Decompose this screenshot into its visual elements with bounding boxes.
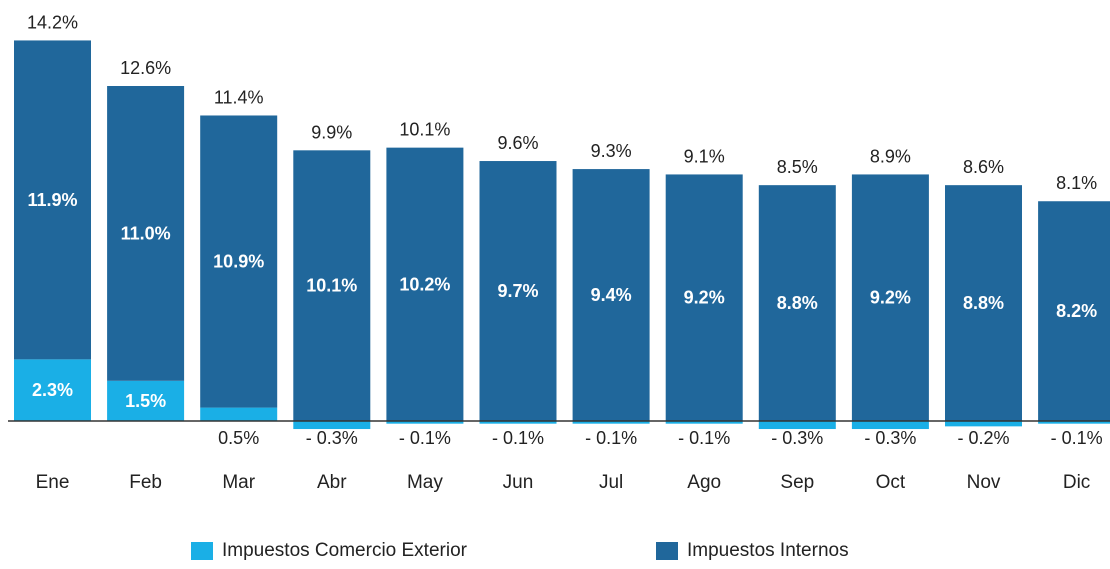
legend-label-internos: Impuestos Internos — [687, 540, 849, 561]
stacked-bar-chart: 14.2% 11.9% 2.3% Ene 12.6% 11.0% 1.5% Feb 11.4% 1… — [8, 12, 1110, 493]
segment-label-internos: 8.8% — [777, 293, 818, 313]
category-label: Sep — [780, 472, 814, 493]
total-label: 8.5% — [777, 157, 818, 177]
legend-swatch-internos — [656, 542, 678, 560]
bar-comercio-exterior — [665, 421, 743, 424]
legend-label-comercio-exterior: Impuestos Comercio Exterior — [222, 540, 467, 561]
total-label: 8.9% — [870, 146, 911, 166]
segment-label-internos: 9.2% — [684, 288, 725, 308]
total-label: 14.2% — [27, 12, 78, 32]
segment-label-comercio-exterior: - 0.1% — [492, 428, 544, 448]
segment-label-internos: 10.2% — [399, 274, 450, 294]
bar-comercio-exterior — [479, 421, 557, 424]
segment-label-comercio-exterior: - 0.2% — [957, 428, 1009, 448]
category-label: Nov — [967, 472, 1001, 493]
bar-comercio-exterior — [758, 421, 836, 430]
segment-label-internos: 9.4% — [591, 285, 632, 305]
bar-impuestos-internos — [851, 174, 929, 421]
category-label: Jun — [503, 472, 534, 493]
segment-label-comercio-exterior: 1.5% — [125, 391, 166, 411]
bar-impuestos-internos — [572, 169, 650, 421]
segment-label-comercio-exterior: 2.3% — [32, 380, 73, 400]
legend-item-internos: Impuestos Internos — [656, 540, 849, 562]
segment-label-internos: 8.8% — [963, 293, 1004, 313]
bar-comercio-exterior — [293, 421, 371, 430]
bar-comercio-exterior — [200, 407, 278, 421]
category-label: Feb — [129, 472, 162, 493]
bar-comercio-exterior — [1038, 421, 1110, 424]
segment-label-comercio-exterior: 0.5% — [218, 428, 259, 448]
bar-comercio-exterior — [572, 421, 650, 424]
total-label: 12.6% — [120, 58, 171, 78]
segment-label-internos: 8.2% — [1056, 301, 1097, 321]
bar-comercio-exterior — [14, 359, 91, 421]
bar-impuestos-internos — [945, 185, 1022, 421]
segment-label-comercio-exterior: - 0.1% — [399, 428, 451, 448]
category-label: Abr — [317, 472, 347, 493]
segment-label-internos: 11.0% — [121, 223, 171, 243]
bar-impuestos-internos — [293, 150, 371, 421]
segment-label-comercio-exterior: - 0.3% — [306, 428, 358, 448]
bar-comercio-exterior — [107, 380, 185, 421]
bars-layer — [14, 40, 1110, 430]
bar-impuestos-internos — [665, 174, 743, 421]
segment-label-comercio-exterior: - 0.1% — [1051, 428, 1103, 448]
category-label: Ago — [687, 472, 721, 493]
bar-impuestos-internos — [200, 115, 278, 408]
total-label: 9.3% — [591, 141, 632, 161]
total-label: 8.6% — [963, 157, 1004, 177]
bar-impuestos-internos — [386, 147, 464, 421]
category-label: Ene — [36, 472, 70, 493]
bar-comercio-exterior — [851, 421, 929, 430]
segment-label-internos: 10.9% — [213, 252, 264, 272]
category-label: Dic — [1063, 472, 1090, 493]
total-label: 9.6% — [497, 133, 538, 153]
bar-comercio-exterior — [386, 421, 464, 424]
bar-impuestos-internos — [107, 86, 185, 381]
segment-label-internos: 11.9% — [27, 190, 77, 210]
total-label: 9.9% — [311, 122, 352, 142]
total-label: 11.4% — [214, 87, 264, 107]
category-label: Oct — [876, 472, 906, 493]
segment-label-comercio-exterior: - 0.1% — [678, 428, 730, 448]
bar-impuestos-internos — [1038, 201, 1110, 421]
segment-label-comercio-exterior: - 0.3% — [864, 428, 916, 448]
total-label: 10.1% — [399, 120, 450, 140]
legend-swatch-comercio-exterior — [191, 542, 213, 560]
category-label: Jul — [599, 472, 623, 493]
total-label: 8.1% — [1056, 173, 1097, 193]
bar-impuestos-internos — [758, 185, 836, 421]
bar-impuestos-internos — [479, 161, 557, 422]
category-label: May — [407, 472, 443, 493]
bar-impuestos-internos — [14, 40, 91, 360]
segment-label-internos: 9.7% — [497, 281, 538, 301]
labels-layer: 14.2% 11.9% 2.3% Ene 12.6% 11.0% 1.5% Feb 11.4% 1… — [27, 12, 1103, 493]
legend-item-comercio-exterior: Impuestos Comercio Exterior — [191, 540, 467, 562]
segment-label-comercio-exterior: - 0.1% — [585, 428, 637, 448]
segment-label-internos: 10.1% — [306, 276, 357, 296]
legend: Impuestos Comercio Exterior Impuestos In… — [0, 540, 1110, 566]
category-label: Mar — [222, 472, 255, 493]
bar-comercio-exterior — [945, 421, 1022, 427]
total-label: 9.1% — [684, 146, 725, 166]
segment-label-comercio-exterior: - 0.3% — [771, 428, 823, 448]
segment-label-internos: 9.2% — [870, 288, 911, 308]
